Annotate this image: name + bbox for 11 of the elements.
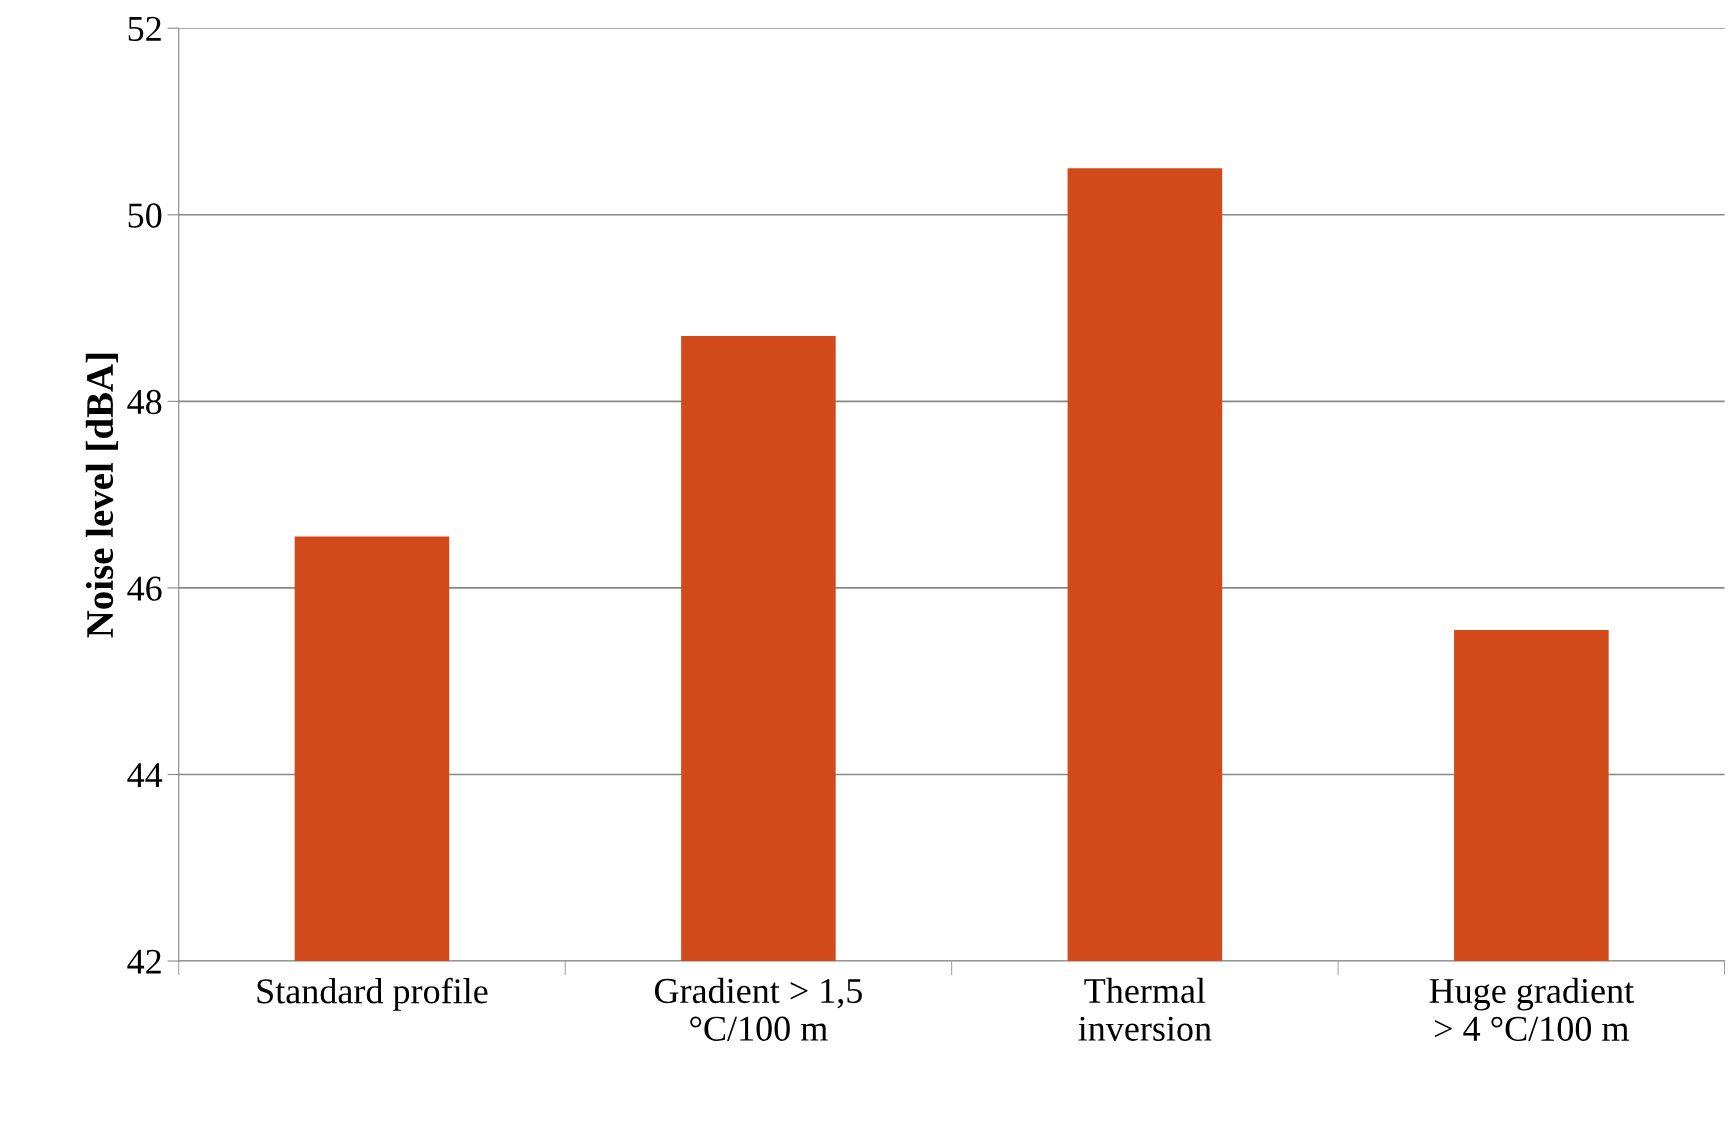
x-tick-label: Gradient > 1,5 °C/100 m	[654, 977, 862, 1041]
y-tick-label: 42	[127, 949, 161, 974]
y-tick-label: 46	[127, 576, 162, 601]
y-tick-label: 48	[127, 389, 162, 415]
y-tick-label: 50	[128, 203, 162, 228]
x-tick-label: Standard profile	[257, 977, 488, 1011]
x-tick-label: Thermal inversion	[1078, 977, 1212, 1041]
x-tick-label: Huge gradient > 4 °C/100 m	[1429, 977, 1634, 1041]
y-axis-title: Noise level [dBA]	[85, 353, 118, 638]
y-tick-label: 44	[127, 763, 163, 788]
y-tick-label: 52	[128, 16, 161, 42]
